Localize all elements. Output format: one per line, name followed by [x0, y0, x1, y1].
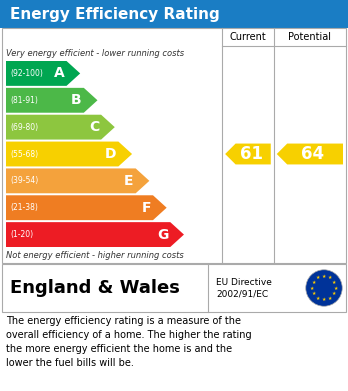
Text: ★: ★	[334, 285, 338, 291]
Polygon shape	[6, 222, 184, 247]
Text: ★: ★	[332, 291, 337, 296]
Text: (1-20): (1-20)	[10, 230, 33, 239]
Text: (69-80): (69-80)	[10, 123, 38, 132]
Polygon shape	[6, 169, 149, 193]
Text: Current: Current	[230, 32, 266, 42]
Text: EU Directive
2002/91/EC: EU Directive 2002/91/EC	[216, 278, 272, 298]
Text: ★: ★	[316, 296, 320, 301]
Text: Energy Efficiency Rating: Energy Efficiency Rating	[10, 7, 220, 22]
Circle shape	[306, 270, 342, 306]
Text: (21-38): (21-38)	[10, 203, 38, 212]
Text: B: B	[71, 93, 82, 107]
Bar	[0, 0, 348, 28]
Text: ★: ★	[310, 285, 314, 291]
Text: E: E	[124, 174, 134, 188]
Text: (39-54): (39-54)	[10, 176, 38, 185]
Text: ★: ★	[328, 275, 332, 280]
Text: Very energy efficient - lower running costs: Very energy efficient - lower running co…	[6, 49, 184, 58]
Text: (81-91): (81-91)	[10, 96, 38, 105]
Text: A: A	[54, 66, 64, 81]
Text: The energy efficiency rating is a measure of the
overall efficiency of a home. T: The energy efficiency rating is a measur…	[6, 316, 252, 368]
Polygon shape	[6, 88, 97, 113]
Text: England & Wales: England & Wales	[10, 279, 180, 297]
Polygon shape	[6, 142, 132, 167]
Text: (55-68): (55-68)	[10, 149, 38, 158]
Bar	[2, 264, 346, 312]
Text: (92-100): (92-100)	[10, 69, 43, 78]
Text: ★: ★	[316, 275, 320, 280]
Polygon shape	[6, 195, 167, 220]
Text: F: F	[142, 201, 151, 215]
Text: 64: 64	[301, 145, 325, 163]
Text: ★: ★	[328, 296, 332, 301]
Text: D: D	[105, 147, 116, 161]
Text: ★: ★	[311, 280, 316, 285]
Text: ★: ★	[322, 274, 326, 279]
Polygon shape	[277, 143, 343, 165]
Polygon shape	[6, 61, 80, 86]
Bar	[2, 28, 346, 263]
Text: 61: 61	[239, 145, 263, 163]
Text: Potential: Potential	[288, 32, 331, 42]
Polygon shape	[225, 143, 271, 165]
Text: Not energy efficient - higher running costs: Not energy efficient - higher running co…	[6, 251, 184, 260]
Text: ★: ★	[332, 280, 337, 285]
Text: C: C	[89, 120, 99, 134]
Polygon shape	[6, 115, 115, 140]
Text: G: G	[157, 228, 168, 242]
Text: ★: ★	[311, 291, 316, 296]
Text: ★: ★	[322, 298, 326, 302]
